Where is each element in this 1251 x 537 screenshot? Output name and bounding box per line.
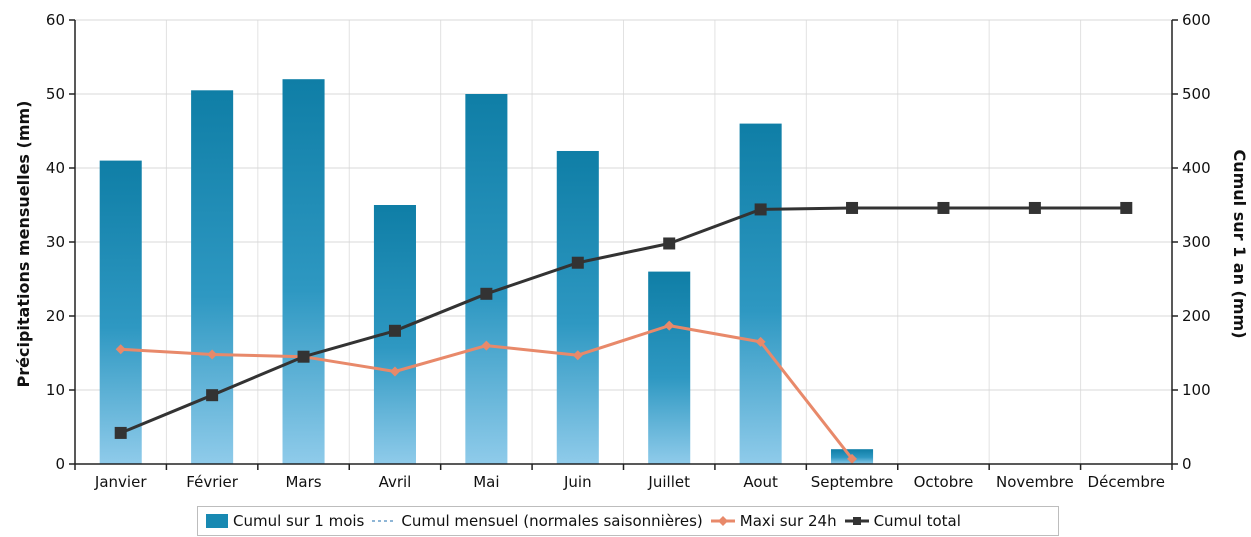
grid — [75, 19, 1172, 464]
bar-mai — [465, 94, 508, 464]
legend-label: Cumul mensuel (normales saisonnières) — [401, 512, 703, 530]
maxi-24h-point — [115, 344, 126, 355]
cumul-total-point — [754, 203, 767, 216]
y-tick-label-left: 50 — [46, 85, 65, 103]
y-tick-label-right: 200 — [1182, 307, 1211, 325]
cumul-total-line — [120, 206, 1127, 435]
bar-aout — [739, 123, 782, 464]
y-tick-label-right: 0 — [1182, 455, 1192, 473]
maxi-24h-point — [664, 320, 675, 331]
x-tick-label: Février — [186, 473, 238, 491]
legend: Cumul sur 1 mois Cumul mensuel (normales… — [197, 506, 1059, 536]
maxi-24h-point — [847, 453, 858, 464]
legend-item-cumul-mois[interactable]: Cumul sur 1 mois — [206, 512, 364, 530]
legend-label: Cumul sur 1 mois — [233, 512, 365, 530]
x-tick-label: Janvier — [94, 473, 147, 491]
legend-item-normales[interactable]: Cumul mensuel (normales saisonnières) — [372, 512, 703, 530]
y-tick-label-left: 30 — [46, 233, 65, 251]
legend-label: Cumul total — [873, 512, 961, 530]
y-tick-label-left: 0 — [55, 455, 65, 473]
cumul-total-point — [571, 256, 584, 269]
x-tick-label: Aout — [743, 473, 778, 491]
y-tick-label-left: 20 — [46, 307, 65, 325]
cumul-total-point — [937, 201, 950, 214]
axes — [69, 19, 1178, 470]
legend-label: Maxi sur 24h — [739, 512, 837, 530]
cumul-total-point — [663, 237, 676, 250]
y-tick-label-right: 300 — [1182, 233, 1211, 251]
bar-juillet — [648, 271, 691, 464]
cumul-total-point — [1120, 201, 1133, 214]
legend-swatch-dark-line — [844, 517, 869, 525]
legend-swatch-bar — [206, 514, 228, 528]
x-tick-label: Juillet — [647, 473, 690, 491]
x-tick-label: Septembre — [811, 473, 894, 491]
cumul-total-point — [1028, 201, 1041, 214]
maxi-24h-point — [207, 349, 218, 360]
maxi-24h-point — [389, 366, 400, 377]
x-tick-label: Mai — [473, 473, 499, 491]
cumul-total-point — [480, 287, 493, 300]
lines — [114, 201, 1133, 464]
x-tick-label: Novembre — [996, 473, 1074, 491]
x-tick-label: Juin — [563, 473, 592, 491]
cumul-total-point — [114, 426, 127, 439]
bar-février — [191, 90, 234, 465]
y-tick-label-right: 400 — [1182, 159, 1211, 177]
x-tick-label: Décembre — [1088, 473, 1165, 491]
y-axis-right-label: Cumul sur 1 an (mm) — [1230, 149, 1249, 338]
x-tick-label: Octobre — [914, 473, 974, 491]
cumul-total-point — [388, 324, 401, 337]
y-tick-label-right: 600 — [1182, 11, 1211, 29]
legend-swatch-dashed-line — [372, 520, 397, 522]
legend-item-cumul-total[interactable]: Cumul total — [844, 512, 961, 530]
cumul-total-point — [846, 201, 859, 214]
cumul-total-point — [206, 389, 219, 402]
y-axis-left-label: Précipitations mensuelles (mm) — [14, 101, 33, 388]
bar-juin — [556, 150, 599, 465]
y-tick-label-right: 500 — [1182, 85, 1211, 103]
x-tick-label: Avril — [379, 473, 412, 491]
x-tick-label: Mars — [285, 473, 321, 491]
bars — [99, 79, 874, 465]
maxi-24h-point — [755, 336, 766, 347]
y-tick-label-left: 40 — [46, 159, 65, 177]
cumul-total-point — [297, 350, 310, 363]
maxi-24h-point — [481, 340, 492, 351]
bar-janvier — [99, 160, 142, 464]
y-tick-label-right: 100 — [1182, 381, 1211, 399]
legend-swatch-orange-line — [710, 516, 735, 526]
bar-mars — [282, 79, 325, 464]
y-tick-label-left: 60 — [46, 11, 65, 29]
legend-item-maxi[interactable]: Maxi sur 24h — [710, 512, 837, 530]
maxi-24h-point — [572, 350, 583, 361]
y-tick-label-left: 10 — [46, 381, 65, 399]
